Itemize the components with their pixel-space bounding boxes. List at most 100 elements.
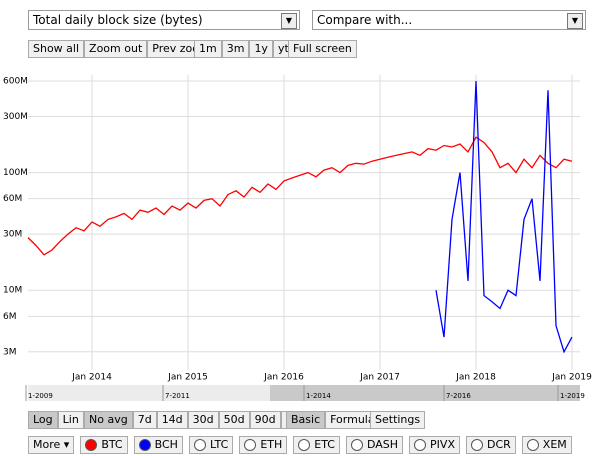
x-tick-label: Jan 2017: [359, 373, 400, 383]
x-tick-label: Jan 2018: [455, 373, 496, 383]
button[interactable]: ETC: [293, 436, 340, 454]
button-label: DCR: [487, 438, 511, 451]
avg-group: No avg7d14d30d50d90d200d: [84, 411, 319, 429]
button[interactable]: Show all: [28, 40, 85, 58]
mode-group: Basic Formula: [286, 411, 380, 429]
navigator-label: 7-2011: [165, 392, 190, 400]
button[interactable]: More ▾: [28, 436, 75, 454]
navigator-label: 7-2016: [446, 392, 471, 400]
button-label: Formula: [330, 413, 375, 426]
button[interactable]: Formula: [325, 411, 380, 429]
button[interactable]: 50d: [218, 411, 250, 429]
button-label: 3m: [226, 42, 245, 55]
x-tick-label: Jan 2015: [167, 373, 208, 383]
button[interactable]: 14d: [156, 411, 188, 429]
compare-select[interactable]: Compare with... ▼: [312, 10, 586, 30]
button[interactable]: 1m: [194, 40, 222, 58]
button[interactable]: DASH: [345, 436, 404, 454]
button-label: Log: [33, 413, 53, 426]
button[interactable]: DCR: [466, 436, 516, 454]
coin-radio: [350, 439, 363, 451]
x-tick-label: Jan 2014: [71, 373, 112, 383]
range-group: 1m 3m 1y ytd: [194, 40, 301, 58]
button[interactable]: LTC: [188, 436, 234, 454]
button-label: Show all: [33, 42, 80, 55]
button-label: 14d: [161, 413, 183, 426]
zoom-group: Show all Zoom out Prev zoom: [28, 40, 215, 58]
scale-group: Log Lin: [28, 411, 84, 429]
button-label: LTC: [209, 438, 229, 451]
button[interactable]: Zoom out: [84, 40, 148, 58]
y-tick-label: 100M: [3, 168, 28, 178]
button[interactable]: 7d: [132, 411, 157, 429]
y-tick-label: 30M: [3, 230, 22, 240]
button[interactable]: XEM: [521, 436, 572, 454]
button[interactable]: 90d: [249, 411, 281, 429]
coin-radio: [193, 439, 206, 451]
navigator-label: 1-2019: [560, 392, 585, 400]
y-tick-label: 60M: [3, 194, 22, 204]
fullscreen-group: Full screen: [288, 40, 357, 58]
navigator-label: 1-2014: [306, 392, 331, 400]
coin-group: More ▾ BTC BCH LTC ETH ETC DASH PIVX DCR XEM: [28, 436, 572, 454]
button-label: 7d: [137, 413, 152, 426]
button[interactable]: No avg: [84, 411, 133, 429]
button-label: Full screen: [293, 42, 352, 55]
button-label: ETC: [314, 438, 335, 451]
button[interactable]: PIVX: [409, 436, 460, 454]
button-label: 50d: [223, 413, 245, 426]
button[interactable]: BCH: [133, 436, 183, 454]
button-label: PIVX: [430, 438, 455, 451]
settings-group: Settings: [370, 411, 426, 429]
button[interactable]: Full screen: [288, 40, 357, 58]
coin-radio: [414, 439, 427, 451]
plot-area: [28, 75, 580, 370]
coin-radio: [85, 439, 98, 451]
button-label: XEM: [542, 438, 567, 451]
button-label: DASH: [366, 438, 399, 451]
series-line: [27, 136, 573, 256]
dropdown-arrow: ▾: [60, 438, 70, 451]
button-label: ETH: [260, 438, 283, 451]
button[interactable]: Log: [28, 411, 58, 429]
button[interactable]: ETH: [239, 436, 288, 454]
button[interactable]: 30d: [187, 411, 219, 429]
metric-select[interactable]: Total daily block size (bytes) ▼: [28, 10, 300, 30]
y-tick-label: 10M: [3, 286, 22, 296]
coin-radio: [298, 439, 311, 451]
button[interactable]: 3m: [221, 40, 250, 58]
button-label: More: [33, 438, 61, 451]
navigator-selection: [270, 385, 580, 401]
button-label: No avg: [89, 413, 128, 426]
button[interactable]: Lin: [57, 411, 84, 429]
button-label: Settings: [375, 413, 421, 426]
x-tick-label: Jan 2016: [263, 373, 304, 383]
chart: 3M 6M 10M 30M 60M 100M 300M 600M Jan 2014 Jan 201…: [3, 75, 592, 401]
coin-radio: [471, 439, 483, 451]
series-line: [435, 80, 573, 354]
button-label: 1y: [254, 42, 268, 55]
button-label: BTC: [101, 438, 123, 451]
button-label: Lin: [62, 413, 79, 426]
y-tick-label: 600M: [3, 77, 28, 87]
x-tick-label: Jan 2019: [551, 373, 592, 383]
button[interactable]: Settings: [370, 411, 426, 429]
button-label: Basic: [291, 413, 321, 426]
button-label: 90d: [254, 413, 276, 426]
coin-radio: [526, 439, 539, 451]
button[interactable]: Basic: [286, 411, 326, 429]
y-tick-label: 3M: [3, 347, 17, 357]
navigator-label: 1-2009: [28, 392, 53, 400]
button-label: BCH: [154, 438, 178, 451]
metric-text: Total daily block size (bytes): [33, 13, 203, 27]
button[interactable]: BTC: [80, 436, 128, 454]
y-tick-label: 6M: [3, 312, 17, 322]
button[interactable]: 1y: [249, 40, 273, 58]
button-label: Zoom out: [89, 42, 143, 55]
compare-text: Compare with...: [317, 13, 413, 27]
coin-radio: [138, 439, 151, 451]
button-label: 30d: [192, 413, 214, 426]
button-label: 1m: [199, 42, 217, 55]
y-tick-label: 300M: [3, 112, 28, 122]
